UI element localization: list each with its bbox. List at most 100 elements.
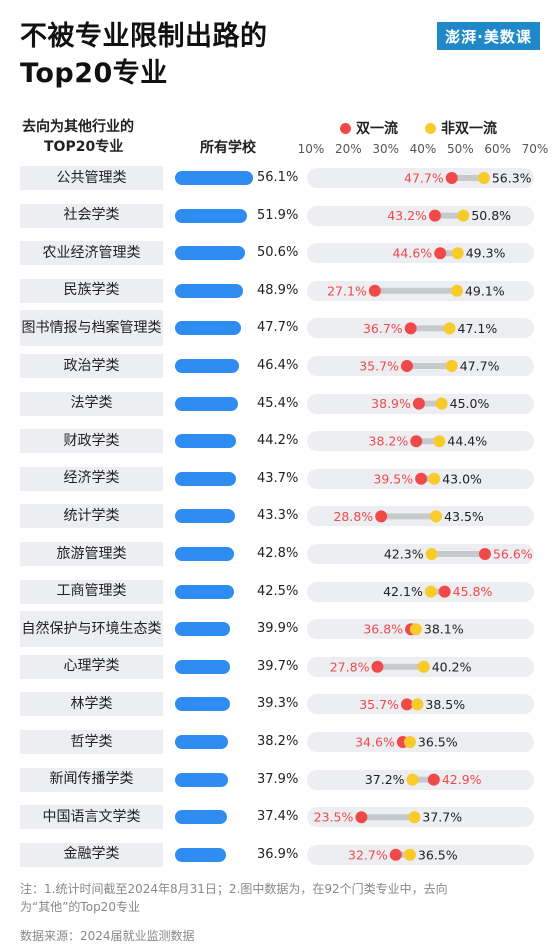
dumbbell-track — [307, 844, 534, 865]
category-label: 法学类 — [20, 391, 163, 416]
dumbbell-track — [307, 243, 534, 264]
all-schools-bar — [175, 396, 239, 411]
page-title: 不被专业限制出路的 Top20专业 — [20, 18, 268, 92]
category-label: 农业经济管理类 — [20, 241, 163, 266]
all-schools-value: 36.9% — [257, 846, 299, 862]
all-schools-bar — [175, 171, 253, 185]
table-row: 新闻传播学类 37.9% — [20, 762, 552, 798]
category-label: 公共管理类 — [20, 166, 163, 190]
dumbbell-track — [307, 581, 534, 602]
dumbbell-track — [307, 732, 534, 752]
dumbbell-track — [307, 769, 534, 790]
table-row: 经济学类 43.7% — [20, 461, 552, 497]
all-schools-value: 39.9% — [257, 621, 299, 637]
all-schools-bar — [175, 847, 227, 862]
red-dot-icon — [340, 122, 351, 134]
x-tick-label: 60% — [484, 142, 511, 156]
x-tick-label: 20% — [334, 142, 362, 156]
legend-double-first-class: 双一流 — [340, 118, 398, 138]
all-schools-bar — [175, 434, 237, 449]
table-row: 公共管理类 56.1% — [20, 160, 552, 196]
all-schools-bar — [175, 772, 228, 787]
table-row: 法学类 45.4% — [20, 386, 552, 422]
all-schools-value: 46.4% — [257, 358, 299, 373]
all-schools-value: 43.7% — [257, 470, 299, 486]
category-label: 金融学类 — [20, 842, 163, 867]
all-schools-bar — [175, 509, 236, 524]
category-label: 旅游管理类 — [20, 542, 163, 566]
title-line-1: 不被专业限制出路的 — [20, 21, 268, 52]
category-label: 图书情报与 档案管理类 — [20, 310, 163, 347]
dumbbell-track — [307, 544, 534, 564]
category-label: 工商管理类 — [20, 579, 163, 604]
all-schools-value: 37.4% — [257, 809, 299, 825]
category-label: 社会学类 — [20, 203, 163, 228]
table-row: 中国语言文学类 37.4% — [20, 799, 552, 835]
all-schools-value: 51.9% — [257, 207, 299, 223]
footnote-line-1: 注：1.统计时间截至2024年8月31日；2.图中数据为，在92个门类专业中，去… — [20, 882, 448, 896]
table-row: 金融学类 36.9% — [20, 837, 552, 873]
all-schools-value: 39.7% — [257, 658, 299, 674]
category-label: 新闻传播学类 — [20, 767, 163, 792]
all-schools-value: 37.9% — [257, 771, 299, 787]
table-row: 农业经济管理类 50.6% — [20, 235, 552, 271]
all-schools-value: 50.6% — [257, 245, 299, 261]
category-label: 经济学类 — [20, 466, 163, 491]
category-column-header: 去向为其他行业的 TOP20专业 — [22, 117, 134, 157]
all-schools-value: 42.8% — [257, 546, 299, 561]
category-label: 自然保护与 环境生态类 — [20, 611, 163, 648]
x-tick-label: 70% — [521, 142, 549, 156]
footnote-line-2: 为“其他”的Top20专业 — [20, 900, 140, 914]
all-schools-bar — [175, 283, 243, 298]
category-header-line-1: 去向为其他行业的 — [22, 119, 134, 135]
dumbbell-track — [307, 205, 534, 226]
dumbbell-track — [307, 694, 534, 715]
legend-label-a: 双一流 — [356, 121, 398, 137]
dumbbell-track — [307, 318, 534, 339]
table-row: 图书情报与 档案管理类 47.7% — [20, 310, 552, 347]
table-row: 工商管理类 42.5% — [20, 574, 552, 610]
table-row: 林学类 39.3% — [20, 686, 552, 722]
table-row: 财政学类 44.2% — [20, 423, 552, 459]
category-label: 中国语言文学类 — [20, 805, 163, 830]
category-header-line-2: TOP20专业 — [44, 139, 124, 155]
table-row: 心理学类 39.7% — [20, 649, 552, 685]
footnote: 注：1.统计时间截至2024年8月31日；2.图中数据为，在92个门类专业中，去… — [20, 880, 448, 916]
dumbbell-track — [307, 280, 534, 301]
data-source: 数据来源：2024届就业监测数据 — [20, 929, 195, 943]
all-schools-value: 38.2% — [257, 734, 299, 749]
table-row: 哲学类 38.2% — [20, 724, 552, 760]
category-label: 统计学类 — [20, 504, 163, 529]
all-schools-value: 56.1% — [257, 170, 299, 185]
table-row: 民族学类 48.9% — [20, 273, 552, 309]
table-row: 社会学类 51.9% — [20, 198, 552, 234]
all-schools-bar — [175, 471, 236, 486]
x-tick-label: 10% — [297, 142, 325, 156]
all-schools-header: 所有学校 — [200, 140, 256, 156]
all-schools-bar — [175, 547, 235, 561]
all-schools-value: 39.3% — [257, 696, 299, 712]
dumbbell-track — [307, 619, 534, 640]
all-schools-bar — [175, 359, 240, 373]
x-tick-label: 30% — [372, 142, 399, 156]
brand-logo: 澎湃·美数课 — [437, 22, 540, 50]
all-schools-bar — [175, 810, 227, 825]
all-schools-value: 44.2% — [257, 433, 299, 449]
all-schools-bar — [175, 321, 242, 336]
all-schools-bar — [175, 697, 230, 712]
dumbbell-track — [307, 356, 534, 376]
category-label: 政治学类 — [20, 354, 163, 378]
dumbbell-track — [307, 468, 534, 489]
category-label: 民族学类 — [20, 278, 163, 303]
dumbbell-track — [307, 168, 534, 188]
dumbbell-track — [307, 431, 534, 452]
category-label: 心理学类 — [20, 654, 163, 679]
dumbbell-track — [307, 807, 534, 828]
category-label: 哲学类 — [20, 730, 163, 754]
yellow-dot-icon — [425, 122, 436, 134]
all-schools-bar — [175, 622, 231, 637]
all-schools-value: 45.4% — [257, 395, 299, 411]
dumbbell-track — [307, 656, 534, 677]
table-row: 统计学类 43.3% — [20, 498, 552, 534]
all-schools-bar — [175, 584, 235, 599]
